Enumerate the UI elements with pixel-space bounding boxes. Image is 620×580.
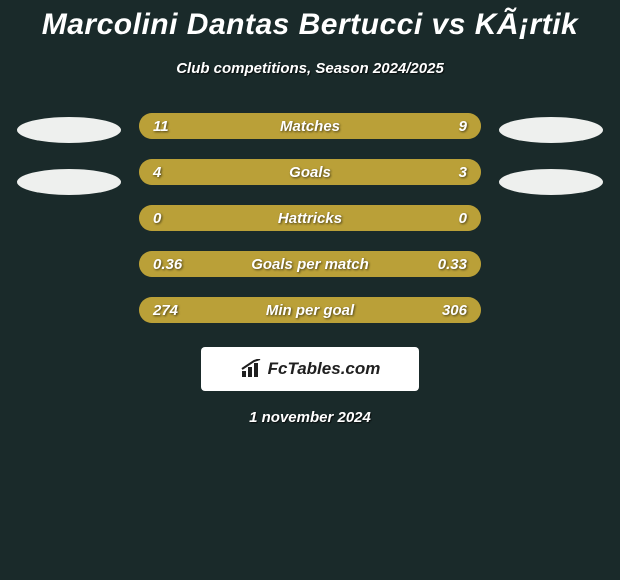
player-ellipse-right-1	[499, 117, 603, 143]
root-container: Marcolini Dantas Bertucci vs KÃ¡rtik Clu…	[0, 0, 620, 426]
stat-value-left: 0.36	[153, 251, 182, 277]
stat-row: Matches11 9	[139, 113, 481, 139]
stat-label: Goals per match	[139, 251, 481, 277]
date-caption: 1 november 2024	[249, 409, 371, 426]
stat-value-right: 0.33	[438, 251, 467, 277]
left-player-markers	[9, 113, 129, 195]
stat-row: Hattricks0 0	[139, 205, 481, 231]
player-ellipse-left-1	[17, 117, 121, 143]
stat-row: Goals4 3	[139, 159, 481, 185]
comparison-chart: Matches11 9 Goals4 3 Hattricks0 0 Goals per ma…	[0, 113, 620, 323]
page-title: Marcolini Dantas Bertucci vs KÃ¡rtik	[42, 8, 578, 42]
stat-value-right: 306	[442, 297, 467, 323]
stat-value-left: 0	[153, 205, 161, 231]
brand-text: FcTables.com	[268, 359, 381, 379]
stat-value-left: 11	[153, 113, 169, 139]
bar-chart-icon	[240, 359, 264, 379]
stat-row: Goals per match0.36 0.33	[139, 251, 481, 277]
stat-value-left: 4	[153, 159, 161, 185]
bar-stack: Matches11 9 Goals4 3 Hattricks0 0 Goals per ma…	[139, 113, 481, 323]
stat-value-right: 9	[459, 113, 467, 139]
player-ellipse-left-2	[17, 169, 121, 195]
stat-value-right: 0	[459, 205, 467, 231]
right-player-markers	[491, 113, 611, 195]
page-subtitle: Club competitions, Season 2024/2025	[176, 60, 444, 77]
stat-label: Goals	[139, 159, 481, 185]
stat-label: Hattricks	[139, 205, 481, 231]
stat-value-right: 3	[459, 159, 467, 185]
player-ellipse-right-2	[499, 169, 603, 195]
stat-value-left: 274	[153, 297, 178, 323]
stat-row: Min per goal274 306	[139, 297, 481, 323]
stat-label: Matches	[139, 113, 481, 139]
brand-footer: FcTables.com	[201, 347, 419, 391]
stat-label: Min per goal	[139, 297, 481, 323]
